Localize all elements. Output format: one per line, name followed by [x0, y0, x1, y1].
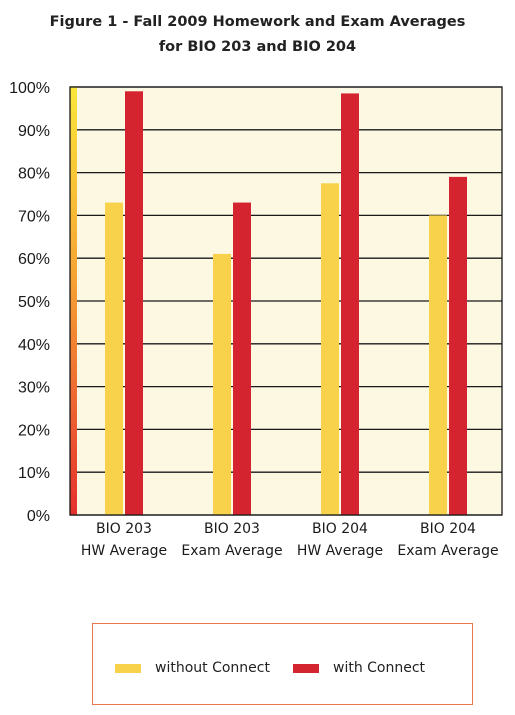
legend: without Connect with Connect: [92, 623, 473, 705]
y-axis-bar: [70, 87, 77, 515]
legend-item-without-connect: without Connect: [115, 660, 270, 676]
bar-without-connect: [213, 253, 231, 516]
bar-with-connect: [125, 91, 143, 515]
legend-label-with-connect: with Connect: [333, 660, 426, 676]
x-tick-label: BIO 204: [420, 521, 476, 537]
y-tick-label: 60%: [18, 251, 50, 268]
y-tick-label: 10%: [18, 465, 50, 482]
legend-swatch-with-connect: [293, 663, 319, 673]
x-tick-label: Exam Average: [181, 543, 282, 559]
y-tick-label: 100%: [9, 80, 50, 97]
bar-without-connect: [105, 202, 123, 515]
y-tick-label: 0%: [27, 508, 50, 525]
legend-swatch-without-connect: [115, 663, 141, 673]
x-tick-label: HW Average: [297, 543, 383, 559]
y-tick-label: 30%: [18, 380, 50, 397]
x-tick-label: BIO 203: [96, 521, 152, 537]
bar-with-connect: [449, 176, 467, 515]
x-tick-label: BIO 203: [204, 521, 260, 537]
x-tick-label: BIO 204: [312, 521, 368, 537]
y-tick-label: 20%: [18, 422, 50, 439]
plot-frame: [69, 86, 503, 516]
y-tick-label: 80%: [18, 166, 50, 183]
bar-without-connect: [321, 183, 339, 516]
chart-title: Figure 1 - Fall 2009 Homework and Exam A…: [0, 10, 515, 60]
y-tick-label: 70%: [18, 208, 50, 225]
chart-title-line-2: for BIO 203 and BIO 204: [158, 39, 357, 55]
bar-with-connect: [341, 93, 359, 516]
bar-with-connect: [233, 202, 251, 515]
x-tick-label: Exam Average: [397, 543, 498, 559]
y-tick-label: 40%: [18, 337, 50, 354]
y-tick-label: 90%: [18, 123, 50, 140]
legend-item-with-connect: with Connect: [293, 660, 425, 676]
x-tick-label: HW Average: [81, 543, 167, 559]
legend-label-without-connect: without Connect: [155, 660, 270, 676]
bar-without-connect: [429, 215, 447, 515]
chart-title-line-1: Figure 1 - Fall 2009 Homework and Exam A…: [49, 14, 466, 30]
y-tick-label: 50%: [18, 294, 50, 311]
